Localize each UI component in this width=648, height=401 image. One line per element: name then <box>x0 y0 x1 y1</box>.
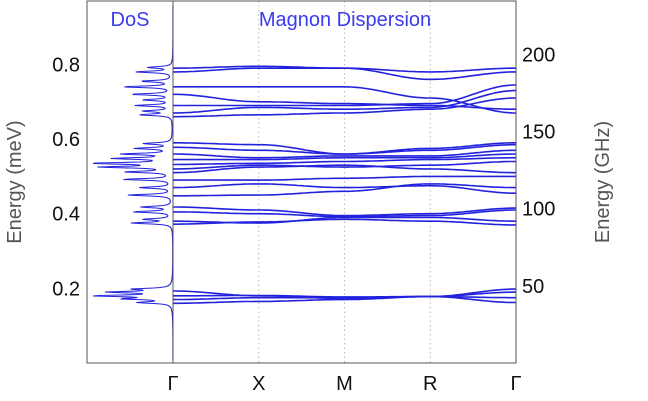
x-tick-label: M <box>336 373 353 395</box>
band-line <box>173 153 516 161</box>
y-left-ticks: 0.2 0.4 0.6 0.8 <box>52 54 80 300</box>
y-right-tick-label: 200 <box>522 44 555 66</box>
band-line <box>172 164 516 174</box>
y-left-tick-label: 0.8 <box>52 54 80 76</box>
band-line <box>173 175 516 181</box>
y-right-tick-label: 50 <box>522 276 544 298</box>
y-left-tick-label: 0.4 <box>52 204 80 226</box>
band-line <box>173 295 516 305</box>
band-line <box>173 65 516 73</box>
y-left-tick-label: 0.2 <box>52 278 80 300</box>
band-line <box>173 93 516 110</box>
band-line <box>173 206 516 217</box>
plot-frame <box>86 0 517 364</box>
band-line <box>173 290 516 304</box>
band-line <box>172 89 516 114</box>
dispersion-bands <box>172 65 517 305</box>
band-line <box>173 149 516 159</box>
x-tick-label: R <box>423 373 437 395</box>
y-left-label: Energy (meV) <box>4 120 26 243</box>
band-line <box>173 84 516 107</box>
band-line <box>173 209 516 218</box>
y-left-tick-label: 0.6 <box>52 129 80 151</box>
band-line <box>173 160 516 170</box>
band-line <box>173 183 516 194</box>
dos-line <box>92 5 174 359</box>
band-line <box>173 183 516 197</box>
dispersion-title: Magnon Dispersion <box>259 9 431 31</box>
band-line <box>173 156 517 166</box>
y-right-tick-label: 100 <box>522 199 555 221</box>
grid-lines <box>258 1 431 363</box>
dos-curve <box>92 5 174 359</box>
y-right-ticks: 50 100 150 200 <box>522 44 555 298</box>
y-right-tick-label: 150 <box>522 121 555 143</box>
band-line <box>173 86 517 114</box>
dos-title: DoS <box>111 9 150 31</box>
y-right-label: Energy (GHz) <box>592 121 614 243</box>
x-tick-label: X <box>252 373 265 395</box>
x-tick-label: Γ <box>167 373 178 395</box>
x-tick-label: Γ <box>510 373 521 395</box>
band-line <box>173 142 516 155</box>
